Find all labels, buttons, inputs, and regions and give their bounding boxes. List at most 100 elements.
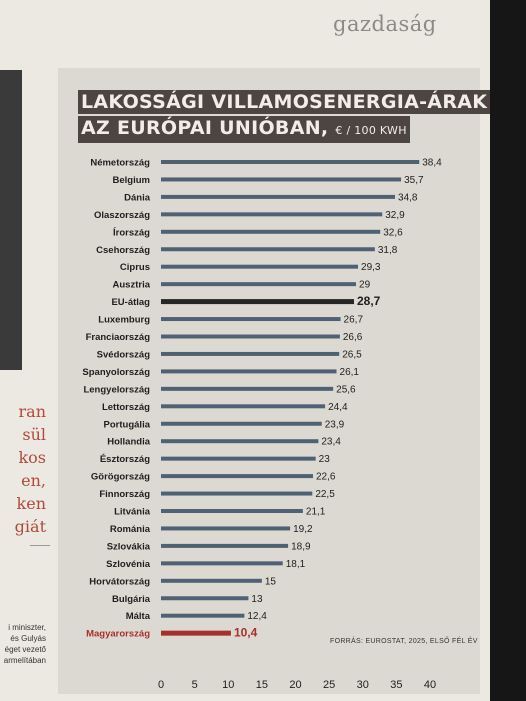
bar-szlovenia bbox=[161, 561, 283, 566]
category-label-olaszorszag: Olaszország bbox=[94, 210, 150, 221]
bar-litvania bbox=[161, 509, 303, 513]
bar-ciprus bbox=[161, 264, 359, 269]
bar-bulgaria bbox=[161, 596, 249, 601]
value-label-gorogorszag: 22,6 bbox=[316, 472, 336, 483]
x-tick-35: 35 bbox=[390, 679, 402, 691]
x-tick-20: 20 bbox=[289, 679, 301, 691]
category-label-szlovakia: Szlovákia bbox=[107, 541, 151, 552]
left-caption: i miniszter, és Gulyás éget vezető armel… bbox=[0, 622, 46, 666]
x-tick-25: 25 bbox=[323, 679, 335, 691]
value-label-finnorszag: 22,5 bbox=[315, 489, 335, 500]
bar-csehorszag bbox=[161, 247, 375, 252]
category-label-irorszag: Írország bbox=[113, 227, 150, 238]
value-label-belgium: 35,7 bbox=[404, 175, 424, 186]
bar-irorszag bbox=[161, 229, 381, 234]
bar-nemetorszag bbox=[161, 160, 420, 164]
value-label-romania: 19,2 bbox=[293, 524, 313, 535]
value-label-irorszag: 32,6 bbox=[383, 227, 403, 238]
category-label-lettorszag: Lettország bbox=[102, 402, 150, 413]
category-label-ciprus: Ciprus bbox=[120, 262, 150, 273]
category-label-portugalia: Portugália bbox=[104, 419, 151, 430]
value-label-ausztria: 29 bbox=[359, 280, 371, 291]
category-label-bulgaria: Bulgária bbox=[112, 594, 151, 605]
category-label-finnorszag: Finnország bbox=[99, 489, 150, 500]
value-label-horvatorszag: 15 bbox=[265, 576, 277, 587]
bar-malta bbox=[161, 613, 245, 618]
bar-ausztria bbox=[161, 282, 357, 287]
category-label-svedorszag: Svédország bbox=[97, 349, 151, 360]
bar-olaszorszag bbox=[161, 212, 383, 217]
left-text-line: kos bbox=[18, 448, 46, 467]
value-label-malta: 12,4 bbox=[247, 611, 267, 622]
bar-magyarorszag bbox=[161, 630, 231, 636]
value-label-szlovenia: 18,1 bbox=[286, 559, 306, 570]
value-label-litvania: 21,1 bbox=[306, 507, 326, 518]
title-line-2: AZ EURÓPAI UNIÓBAN, € / 100 KWH bbox=[78, 116, 410, 143]
value-label-luxemburg: 26,7 bbox=[344, 315, 364, 326]
section-header: gazdaság bbox=[333, 12, 437, 36]
category-label-dania: Dánia bbox=[124, 192, 151, 203]
title-line-2-text: AZ EURÓPAI UNIÓBAN, bbox=[81, 117, 329, 139]
bar-lengyelorszag bbox=[161, 386, 334, 391]
left-text-line: giát bbox=[14, 517, 46, 536]
category-label-luxemburg: Luxemburg bbox=[98, 315, 150, 326]
value-label-lengyelorszag: 25,6 bbox=[336, 384, 356, 395]
value-label-csehorszag: 31,8 bbox=[378, 245, 398, 256]
value-label-svedorszag: 26,5 bbox=[342, 349, 362, 360]
value-label-szlovakia: 18,9 bbox=[291, 541, 311, 552]
bar-gorogorszag bbox=[161, 474, 313, 479]
category-label-szlovenia: Szlovénia bbox=[106, 559, 151, 570]
chart-title: LAKOSSÁGI VILLAMOSENERGIA-ÁRAK AZ EURÓPA… bbox=[78, 90, 491, 143]
caption-line: és Gulyás bbox=[10, 634, 46, 643]
divider bbox=[30, 545, 50, 546]
chart-unit: € / 100 KWH bbox=[335, 124, 407, 137]
x-tick-40: 40 bbox=[424, 679, 436, 691]
left-text-line: ken bbox=[16, 494, 46, 513]
value-label-spanyolorszag: 26,1 bbox=[340, 367, 360, 378]
bar-portugalia bbox=[161, 421, 322, 426]
left-column-text: ran sül kos en, ken giát bbox=[0, 400, 46, 538]
bar-eu-atlag bbox=[161, 299, 355, 305]
category-label-hollandia: Hollandia bbox=[107, 437, 150, 448]
value-label-nemetorszag: 38,4 bbox=[422, 158, 442, 169]
x-tick-5: 5 bbox=[192, 679, 198, 691]
category-label-spanyolorszag: Spanyolország bbox=[82, 367, 150, 378]
caption-line: armelítában bbox=[3, 656, 46, 665]
caption-line: i miniszter, bbox=[8, 623, 46, 632]
category-label-belgium: Belgium bbox=[113, 175, 150, 186]
category-label-litvania: Litvánia bbox=[114, 507, 151, 518]
value-label-lettorszag: 24,4 bbox=[328, 402, 348, 413]
value-label-bulgaria: 13 bbox=[251, 594, 263, 605]
left-photo bbox=[0, 70, 22, 370]
bar-hollandia bbox=[161, 439, 319, 444]
left-text-line: sül bbox=[22, 425, 46, 444]
x-tick-15: 15 bbox=[256, 679, 268, 691]
bar-belgium bbox=[161, 177, 402, 182]
bar-spanyolorszag bbox=[161, 369, 337, 374]
left-text-line: en, bbox=[21, 471, 46, 490]
category-label-malta: Málta bbox=[126, 611, 151, 622]
value-label-dania: 34,8 bbox=[398, 192, 418, 203]
caption-line: éget vezető bbox=[4, 645, 46, 654]
category-label-magyarorszag: Magyarország bbox=[86, 629, 150, 640]
bar-svedorszag bbox=[161, 351, 340, 356]
bar-esztorszag bbox=[161, 456, 316, 461]
category-label-ausztria: Ausztria bbox=[113, 280, 151, 291]
value-label-ciprus: 29,3 bbox=[361, 262, 381, 273]
value-label-hollandia: 23,4 bbox=[321, 437, 341, 448]
bar-franciaorszag bbox=[161, 334, 340, 339]
bar-romania bbox=[161, 526, 291, 531]
title-line-1: LAKOSSÁGI VILLAMOSENERGIA-ÁRAK bbox=[78, 90, 491, 114]
category-label-nemetorszag: Németország bbox=[90, 158, 150, 169]
chart-source: FORRÁS: EUROSTAT, 2025, ELSŐ FÉL ÉV bbox=[330, 638, 478, 645]
category-label-gorogorszag: Görögország bbox=[91, 472, 150, 483]
x-tick-30: 30 bbox=[357, 679, 369, 691]
bar-lettorszag bbox=[161, 404, 326, 409]
value-label-portugalia: 23,9 bbox=[325, 419, 345, 430]
value-label-eu-atlag: 28,7 bbox=[357, 294, 381, 308]
chart-panel bbox=[58, 68, 480, 694]
category-label-lengyelorszag: Lengyelország bbox=[83, 384, 150, 395]
left-text-line: ran bbox=[18, 402, 47, 421]
bar-luxemburg bbox=[161, 317, 341, 322]
